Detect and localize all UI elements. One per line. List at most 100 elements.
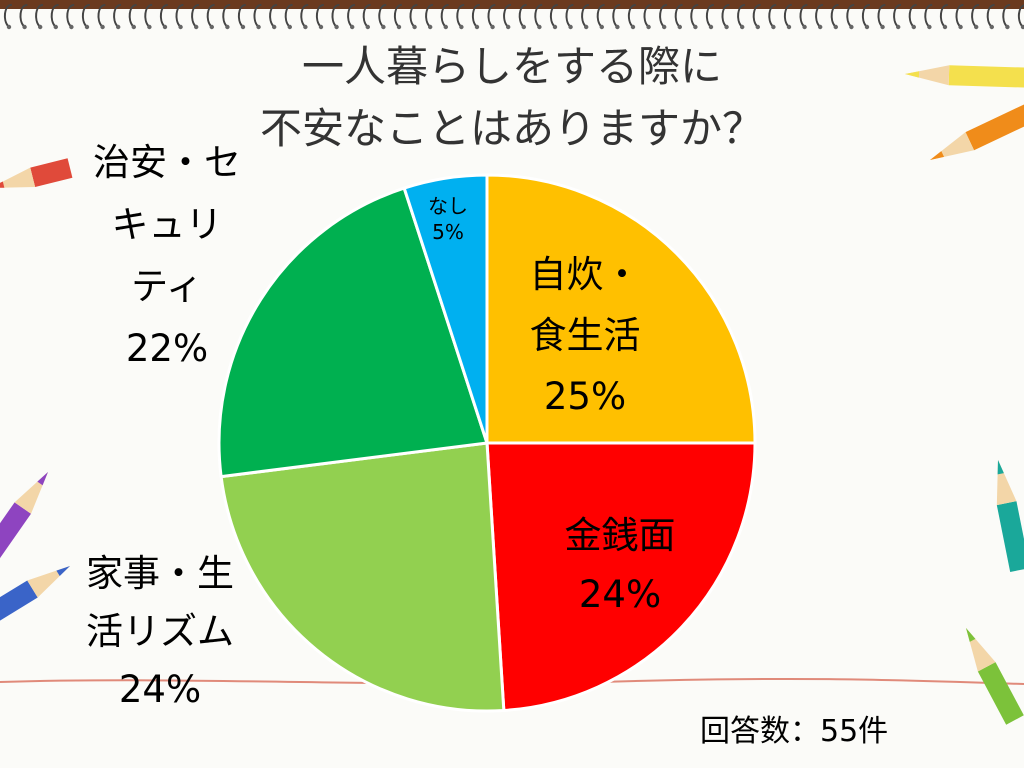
binding-hole xyxy=(1005,24,1010,30)
binding-hole xyxy=(615,24,620,30)
binding-hole xyxy=(646,24,651,30)
binding-hole xyxy=(506,24,511,30)
binding-hole xyxy=(381,24,386,30)
spiral-ring xyxy=(113,4,122,27)
binding-hole xyxy=(428,24,433,30)
spiral-ring xyxy=(409,4,418,27)
spiral-ring xyxy=(222,4,231,27)
binding-hole xyxy=(6,24,12,30)
spiral-ring xyxy=(253,4,262,27)
binding-hole xyxy=(552,24,558,30)
spiral-ring xyxy=(378,4,387,27)
binding-hole xyxy=(350,24,355,30)
spiral-ring xyxy=(924,4,933,27)
slice-label-security-line-1: 治安・セ xyxy=(93,141,241,184)
binding-hole xyxy=(537,24,542,30)
spiral-ring xyxy=(815,4,824,27)
blue-pencil xyxy=(0,566,71,621)
slice-label-cooking: 自炊・ 食生活 25% xyxy=(500,244,670,427)
slice-label-housework: 家事・生 活リズム 24% xyxy=(60,545,260,719)
binding-hole xyxy=(22,24,27,30)
binding-hole xyxy=(131,24,136,30)
spiral-ring xyxy=(659,4,668,27)
title-line-1: 一人暮らしをする際に xyxy=(301,42,722,91)
binding-hole xyxy=(318,24,324,30)
binding-hole xyxy=(1020,24,1024,30)
pencil-body xyxy=(0,580,38,621)
spiral-ring xyxy=(799,4,808,27)
pie-slice-1 xyxy=(485,441,757,712)
teal-pencil xyxy=(996,460,1024,572)
pencil-body xyxy=(0,502,31,559)
spiral-ring xyxy=(331,4,340,27)
pencil-wood xyxy=(905,65,950,86)
binding-hole xyxy=(818,24,823,30)
spiral-ring xyxy=(35,4,44,27)
pie-slice-2 xyxy=(219,441,506,713)
binding-hole xyxy=(833,24,838,30)
pencil-body xyxy=(977,662,1024,725)
spiral-ring xyxy=(986,4,995,27)
binding-hole xyxy=(974,24,979,30)
slice-value-none: 5% xyxy=(432,220,464,244)
binding-hole xyxy=(303,24,308,30)
spiral-binding xyxy=(0,0,1024,30)
spiral-ring xyxy=(518,4,527,27)
pencil-lead xyxy=(997,460,1004,475)
spiral-ring xyxy=(206,4,215,27)
binding-hole xyxy=(162,24,168,30)
pencil-lead xyxy=(966,628,976,642)
spiral-ring xyxy=(440,4,449,27)
slice-label-housework-line-2: 活リズム xyxy=(86,610,234,653)
binding-hole xyxy=(38,24,43,30)
response-count: 回答数：55件 xyxy=(700,714,889,749)
binding-strip xyxy=(0,0,1024,9)
pie-slice-3 xyxy=(217,186,489,479)
spiral-ring xyxy=(643,4,652,27)
pencil-body xyxy=(965,104,1024,151)
slice-label-cooking-line-2: 食生活 xyxy=(529,314,641,357)
pencil-body xyxy=(30,158,73,188)
pencil-body xyxy=(948,65,1024,88)
spiral-ring xyxy=(159,4,168,27)
binding-hole xyxy=(740,24,745,30)
pencil-body xyxy=(996,501,1024,572)
binding-hole xyxy=(287,24,292,30)
binding-hole xyxy=(53,24,58,30)
spiral-ring xyxy=(237,4,246,27)
binding-hole xyxy=(459,24,464,30)
binding-hole xyxy=(786,24,792,30)
binding-hole xyxy=(630,24,636,30)
spiral-ring xyxy=(549,4,558,27)
slice-label-cooking-line-1: 自炊・ xyxy=(529,253,641,296)
yellow-pencil xyxy=(905,65,1024,88)
binding-hole xyxy=(771,24,776,30)
binding-hole xyxy=(864,24,870,30)
green-pencil xyxy=(966,628,1024,725)
binding-hole xyxy=(225,24,230,30)
spiral-ring xyxy=(1017,4,1024,27)
binding-hole xyxy=(662,24,667,30)
pencil-lead xyxy=(37,472,48,486)
slice-label-housework-line-1: 家事・生 xyxy=(86,552,234,595)
spiral-ring xyxy=(471,4,480,27)
spiral-ring xyxy=(300,4,309,27)
spiral-ring xyxy=(846,4,855,27)
slice-label-security: 治安・セ キュリ ティ 22% xyxy=(72,132,262,380)
spiral-ring xyxy=(456,4,465,27)
binding-hole xyxy=(69,24,74,30)
spiral-ring xyxy=(362,4,371,27)
binding-hole xyxy=(256,24,261,30)
binding-hole xyxy=(958,24,963,30)
orange-pencil xyxy=(930,104,1024,160)
binding-hole xyxy=(755,24,760,30)
pencil-lead xyxy=(930,151,945,160)
pencil-lead xyxy=(905,71,920,78)
spiral-ring xyxy=(50,4,59,27)
spiral-ring xyxy=(830,4,839,27)
spiral-ring xyxy=(1002,4,1011,27)
binding-hole xyxy=(724,24,729,30)
pie-slice-4 xyxy=(402,173,489,445)
spiral-ring xyxy=(284,4,293,27)
spiral-ring xyxy=(315,4,324,27)
